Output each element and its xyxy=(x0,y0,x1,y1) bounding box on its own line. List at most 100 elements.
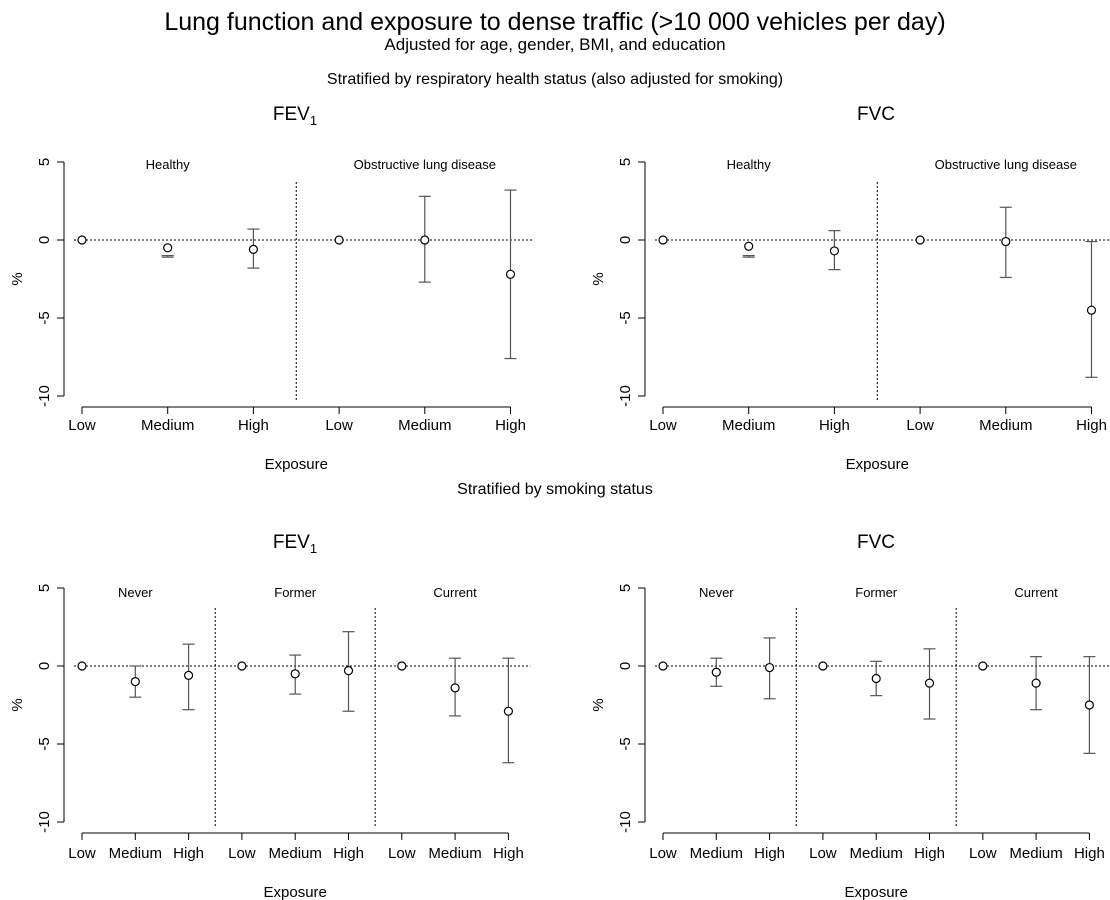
x-axis-label: Exposure xyxy=(846,456,909,473)
group-label: Former xyxy=(855,585,898,600)
panel-title-subscript: 1 xyxy=(310,113,317,128)
x-tick-label: Low xyxy=(68,417,96,434)
x-tick-label: High xyxy=(173,845,204,862)
y-tick-label: 5 xyxy=(36,158,53,166)
y-tick-label: -10 xyxy=(36,811,53,833)
data-point xyxy=(343,666,354,676)
data-point xyxy=(871,673,881,684)
data-point xyxy=(130,676,140,687)
y-tick-label: 0 xyxy=(617,236,634,244)
x-tick-label: Medium xyxy=(690,845,743,862)
x-tick-label: Low xyxy=(388,845,416,862)
figure-subtitle: Adjusted for age, gender, BMI, and educa… xyxy=(384,35,726,54)
y-tick-label: -5 xyxy=(36,737,53,750)
panel-2: FVC 5 0 -5 -10% Healthy Low Medium High Obstructi… xyxy=(590,104,1110,473)
y-tick-label: 0 xyxy=(36,236,53,244)
y-tick-label: 5 xyxy=(36,584,53,592)
x-tick-label: Low xyxy=(649,417,677,434)
data-point xyxy=(450,683,460,693)
data-point xyxy=(818,661,828,671)
x-tick-label: Medium xyxy=(141,417,194,434)
x-tick-label: Medium xyxy=(269,845,322,862)
y-axis-label: % xyxy=(9,272,26,285)
x-tick-label: Low xyxy=(228,845,256,862)
y-tick-label: -5 xyxy=(36,311,53,324)
y-axis-label: % xyxy=(9,698,26,711)
y-tick-label: -10 xyxy=(617,385,634,407)
y-tick-label: 0 xyxy=(36,662,53,670)
panel-3: FEV1 5 0 -5 -10% Never Low Medium High Former Low M… xyxy=(9,532,531,900)
data-point xyxy=(290,669,300,679)
group-label: Obstructive lung disease xyxy=(935,157,1077,172)
x-tick-label: Low xyxy=(68,845,96,862)
data-point xyxy=(334,235,344,245)
data-point xyxy=(503,706,513,716)
group-label: Current xyxy=(1014,585,1058,600)
x-tick-label: High xyxy=(238,417,269,434)
section-title-smoking: Stratified by smoking status xyxy=(457,481,653,498)
x-tick-label: High xyxy=(333,845,364,862)
data-point xyxy=(915,235,925,245)
y-tick-label: -5 xyxy=(617,311,634,324)
panel-title: FEV1 xyxy=(273,532,317,556)
data-point xyxy=(248,244,258,254)
figure-title: Lung function and exposure to dense traf… xyxy=(164,8,946,36)
data-point xyxy=(744,241,754,251)
group-label: Never xyxy=(118,585,153,600)
data-point xyxy=(978,661,988,671)
x-tick-label: High xyxy=(1076,417,1107,434)
data-point xyxy=(658,661,668,671)
x-axis-label: Exposure xyxy=(265,456,328,473)
data-point xyxy=(658,235,668,245)
panel-title: FVC xyxy=(857,104,895,125)
x-tick-label: Low xyxy=(969,845,997,862)
group-label: Current xyxy=(433,585,477,600)
x-tick-label: Medium xyxy=(1009,845,1062,862)
x-tick-label: Medium xyxy=(979,417,1032,434)
x-tick-label: High xyxy=(493,845,524,862)
panel-title: FVC xyxy=(857,532,895,553)
data-point xyxy=(505,269,516,279)
x-tick-label: High xyxy=(1074,845,1105,862)
x-tick-label: High xyxy=(495,417,526,434)
group-label: Never xyxy=(699,585,734,600)
y-tick-label: -5 xyxy=(617,737,634,750)
x-tick-label: Medium xyxy=(109,845,162,862)
data-point xyxy=(77,235,87,245)
x-tick-label: Low xyxy=(906,417,934,434)
section-title-respiratory: Stratified by respiratory health status … xyxy=(326,71,784,88)
data-point xyxy=(764,662,775,673)
data-point xyxy=(397,661,407,671)
y-tick-label: 5 xyxy=(617,584,634,592)
data-point xyxy=(924,678,935,688)
data-point xyxy=(77,661,87,671)
x-axis-label: Exposure xyxy=(845,884,908,900)
panel-title: FEV1 xyxy=(273,104,317,128)
data-point xyxy=(829,246,840,256)
panel-title-subscript: 1 xyxy=(310,541,317,556)
data-point xyxy=(420,235,430,245)
x-tick-label: Medium xyxy=(722,417,775,434)
x-tick-label: Low xyxy=(809,845,837,862)
group-label: Healthy xyxy=(727,157,772,172)
group-label: Obstructive lung disease xyxy=(354,157,496,172)
y-axis-label: % xyxy=(590,272,607,285)
group-label: Former xyxy=(274,585,317,600)
data-point xyxy=(1086,305,1097,315)
x-axis-label: Exposure xyxy=(264,884,327,900)
data-point xyxy=(1001,236,1011,247)
group-label: Healthy xyxy=(146,157,191,172)
x-tick-label: Medium xyxy=(398,417,451,434)
y-tick-label: 5 xyxy=(617,158,634,166)
x-tick-label: High xyxy=(819,417,850,434)
data-point xyxy=(1031,678,1041,688)
data-point xyxy=(711,667,721,677)
panel-4: FVC 5 0 -5 -10% Never Low Medium High Former Low Me… xyxy=(590,532,1110,900)
data-point xyxy=(237,661,247,671)
x-tick-label: Low xyxy=(649,845,677,862)
y-tick-label: 0 xyxy=(617,662,634,670)
x-tick-label: High xyxy=(754,845,785,862)
x-tick-label: Low xyxy=(325,417,353,434)
